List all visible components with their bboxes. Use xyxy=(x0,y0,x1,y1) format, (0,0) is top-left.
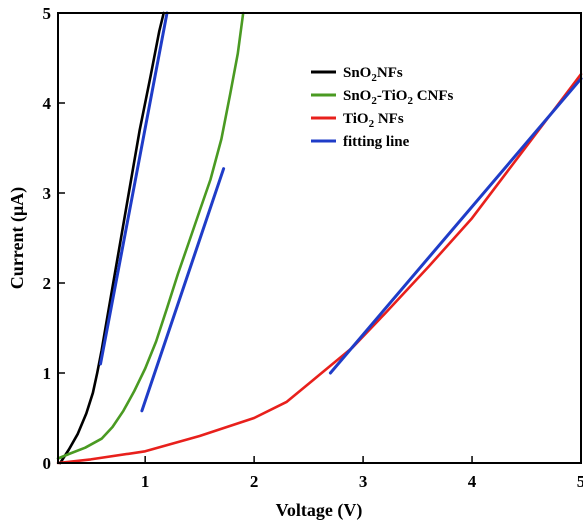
y-axis-title: Current (μA) xyxy=(7,187,28,289)
y-tick-label-3: 3 xyxy=(43,184,52,203)
x-tick-label-2: 2 xyxy=(250,472,259,491)
y-axis-title-part-1: μ xyxy=(7,206,27,216)
series-layer xyxy=(56,11,583,465)
x-tick-label-4: 4 xyxy=(468,472,477,491)
legend-label-sno2: SnO2NFs xyxy=(343,65,403,84)
legend-label-composite: SnO2-TiO2 CNFs xyxy=(343,88,454,107)
legend-label-part-3: 2 xyxy=(407,95,413,107)
legend-label-part-2: NFs xyxy=(374,111,404,127)
x-tick-label-5: 5 xyxy=(577,472,583,491)
y-tick-label-4: 4 xyxy=(43,94,52,113)
series-line-fit-composite xyxy=(140,167,226,413)
series-line-sno2 xyxy=(58,11,165,465)
ticks-layer: 1 2 3 4 5 0 1 2 3 4 5 xyxy=(43,4,583,491)
plot-frame xyxy=(57,12,582,464)
legend-label-part-0: TiO xyxy=(343,111,369,127)
legend-label-part-1: 2 xyxy=(369,118,375,130)
legend-label-part-0: SnO xyxy=(343,65,371,81)
legend-label-part-1: 2 xyxy=(371,95,377,107)
y-tick-label-1: 1 xyxy=(43,364,52,383)
series-line-fit-tio2 xyxy=(328,77,583,375)
x-tick-label-1: 1 xyxy=(141,472,150,491)
legend-label-part-2: NFs xyxy=(377,65,403,81)
y-axis-title-part-2: A) xyxy=(7,187,28,206)
series-line-tio2 xyxy=(56,72,583,465)
x-axis-title: Voltage (V) xyxy=(276,500,363,521)
legend-label-part-4: CNFs xyxy=(413,88,454,104)
series-line-fit-sno2 xyxy=(99,11,169,366)
y-tick-label-5: 5 xyxy=(43,4,52,23)
legend-label-fit: fitting line xyxy=(343,134,410,150)
legend-label-tio2: TiO2 NFs xyxy=(343,111,404,130)
y-tick-label-2: 2 xyxy=(43,274,52,293)
y-axis-title-part-0: Current ( xyxy=(7,216,28,289)
legend-label-part-0: fitting line xyxy=(343,134,410,150)
series-line-composite xyxy=(56,11,245,460)
x-tick-label-3: 3 xyxy=(359,472,368,491)
y-tick-label-0: 0 xyxy=(43,454,52,473)
legend-label-part-1: 2 xyxy=(371,72,377,84)
legend-label-part-0: SnO xyxy=(343,88,371,104)
legend-label-part-2: -TiO xyxy=(377,88,408,104)
